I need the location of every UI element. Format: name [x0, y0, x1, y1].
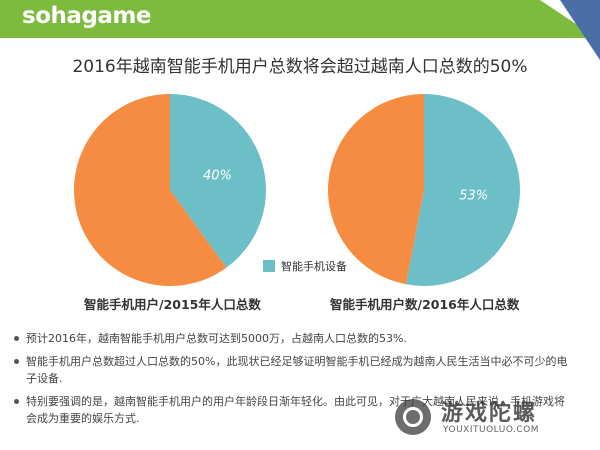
pie-caption-2016: 智能手机用户数/2016年人口总数 — [330, 297, 520, 312]
bullet-dot — [14, 336, 19, 341]
bullet-text: 预计2016年，越南智能手机用户总数可达到5000万，占越南人口总数的53%. — [26, 332, 407, 345]
pie-caption-2015: 智能手机用户/2015年人口总数 — [84, 297, 261, 312]
pie-label-1: 53% — [459, 189, 488, 204]
bullet-item: 预计2016年，越南智能手机用户总数可达到5000万，占越南人口总数的53%. — [14, 330, 574, 347]
legend-swatch — [263, 260, 275, 272]
pie-label-0: 40% — [203, 169, 232, 184]
legend-label: 智能手机设备 — [281, 260, 347, 273]
bullet-item: 特别要强调的是，越南智能手机用户的用户年龄段日渐年轻化。由此可见，对于广大越南人… — [14, 393, 574, 427]
watermark-text: 游戏陀螺 — [441, 401, 538, 426]
pie-slice-1-0 — [406, 94, 520, 286]
pie-slice-1-1 — [327, 94, 424, 285]
header-bar: sohagame — [0, 0, 600, 38]
watermark-url: YOUXITUOLUO.COM — [443, 425, 540, 435]
pie-slice-0-0 — [170, 94, 267, 268]
bullet-item: 智能手机用户总数超过人口总数的50%，此现状已经足够证明智能手机已经成为越南人民… — [14, 353, 574, 387]
spinning-top-icon — [395, 399, 431, 435]
pie-slice-0-1 — [74, 94, 227, 286]
page-title: 2016年越南智能手机用户总数将会超过越南人口总数的50% — [72, 57, 528, 77]
watermark: 游戏陀螺 YOUXITUOLUO.COM — [395, 395, 595, 441]
bullet-dot — [14, 399, 19, 404]
bullet-text: 特别要强调的是，越南智能手机用户的用户年龄段日渐年轻化。由此可见，对于广大越南人… — [26, 395, 565, 425]
bullet-dot — [14, 359, 19, 364]
legend: 智能手机设备 — [263, 258, 347, 274]
bullet-list: 预计2016年，越南智能手机用户总数可达到5000万，占越南人口总数的53%. … — [14, 330, 574, 433]
bullet-text: 智能手机用户总数超过人口总数的50%，此现状已经足够证明智能手机已经成为越南人民… — [26, 355, 568, 385]
brand-logo: sohagame — [22, 3, 151, 29]
